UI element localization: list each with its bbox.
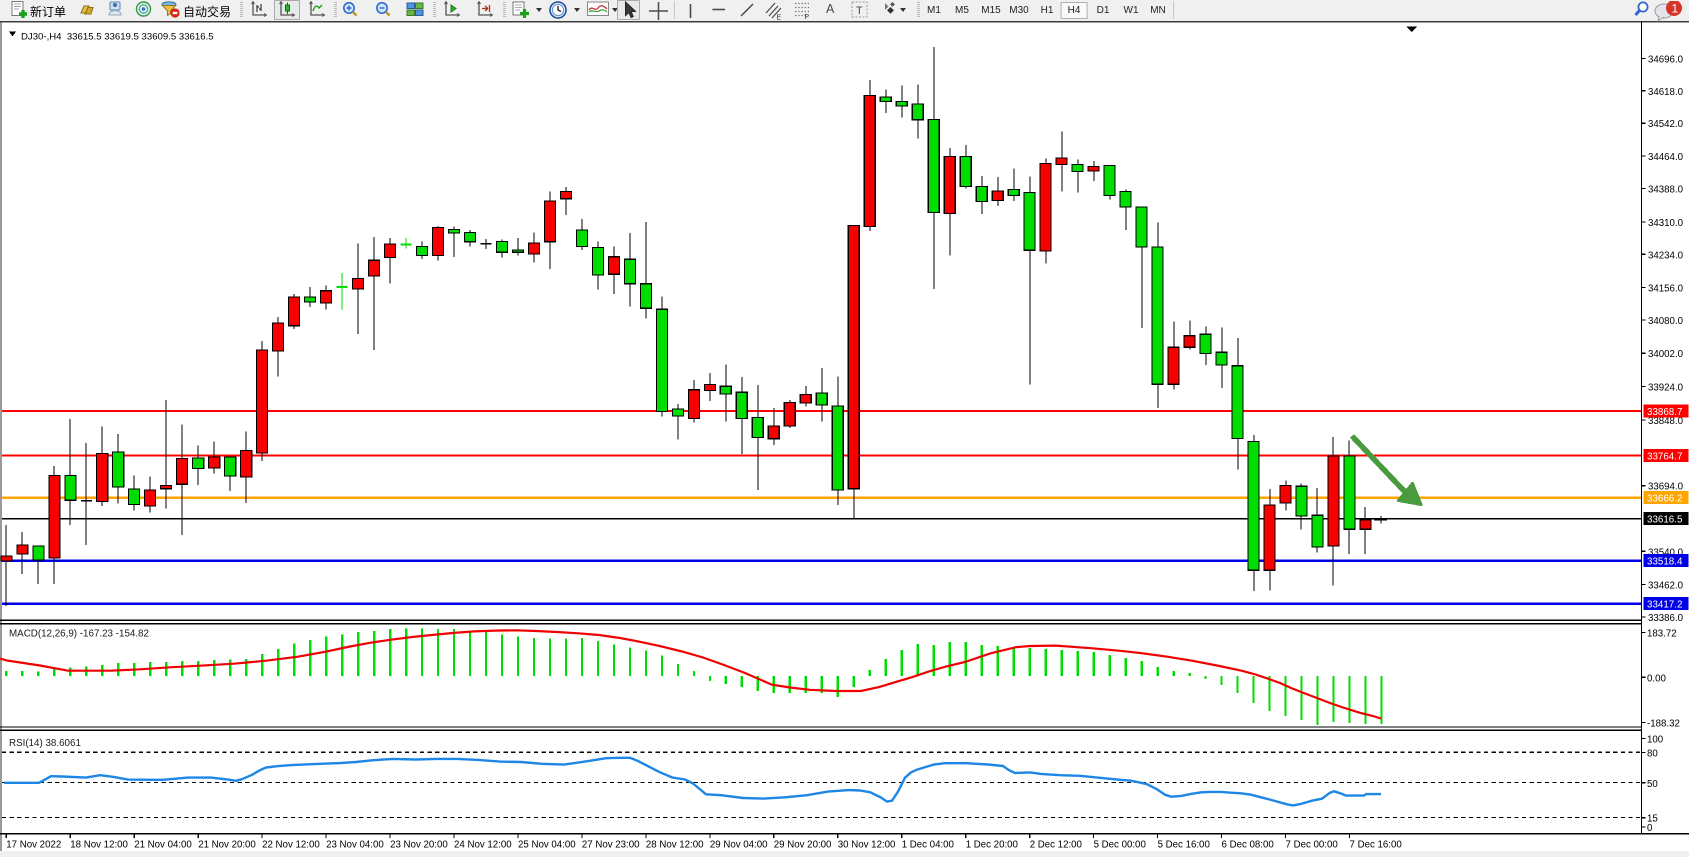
svg-text:29 Nov 20:00: 29 Nov 20:00 [774, 840, 832, 851]
svg-text:7 Dec 00:00: 7 Dec 00:00 [1286, 840, 1339, 851]
svg-text:28 Nov 12:00: 28 Nov 12:00 [646, 840, 704, 851]
svg-text:33462.0: 33462.0 [1648, 581, 1684, 592]
svg-text:33518.4: 33518.4 [1647, 557, 1683, 568]
svg-text:6 Dec 08:00: 6 Dec 08:00 [1222, 840, 1275, 851]
svg-text:RSI(14) 38.6061: RSI(14) 38.6061 [9, 738, 81, 749]
svg-text:25 Nov 04:00: 25 Nov 04:00 [518, 840, 576, 851]
svg-text:15: 15 [1647, 814, 1658, 825]
svg-text:1 Dec 20:00: 1 Dec 20:00 [966, 840, 1019, 851]
svg-text:34310.0: 34310.0 [1648, 218, 1684, 229]
svg-text:7 Dec 16:00: 7 Dec 16:00 [1350, 840, 1403, 851]
svg-text:22 Nov 12:00: 22 Nov 12:00 [262, 840, 320, 851]
svg-text:34002.0: 34002.0 [1648, 349, 1684, 360]
svg-text:33616.5: 33616.5 [1647, 515, 1683, 526]
svg-text:21 Nov 20:00: 21 Nov 20:00 [198, 840, 256, 851]
svg-text:0: 0 [1647, 823, 1653, 834]
svg-text:-188.32: -188.32 [1647, 719, 1680, 730]
svg-text:5 Dec 16:00: 5 Dec 16:00 [1158, 840, 1211, 851]
svg-text:24 Nov 12:00: 24 Nov 12:00 [454, 840, 512, 851]
svg-text:23 Nov 20:00: 23 Nov 20:00 [390, 840, 448, 851]
svg-text:34542.0: 34542.0 [1648, 119, 1684, 130]
svg-text:34618.0: 34618.0 [1648, 87, 1684, 98]
svg-text:183.72: 183.72 [1647, 629, 1677, 640]
svg-text:DJ30-,H4 33615.5 33619.5 3360: DJ30-,H4 33615.5 33619.5 33609.5 33616.5 [21, 32, 214, 43]
svg-text:34234.0: 34234.0 [1648, 250, 1684, 261]
svg-text:50: 50 [1647, 779, 1658, 790]
svg-text:33666.2: 33666.2 [1647, 494, 1682, 505]
svg-text:33924.0: 33924.0 [1648, 382, 1684, 393]
svg-text:1: 1 [1672, 2, 1679, 16]
svg-text:33764.7: 33764.7 [1647, 452, 1682, 463]
svg-text:T: T [856, 5, 863, 17]
svg-text:0.00: 0.00 [1647, 673, 1666, 684]
svg-text:100: 100 [1647, 735, 1664, 746]
svg-text:2 Dec 12:00: 2 Dec 12:00 [1030, 840, 1083, 851]
svg-text:18 Nov 12:00: 18 Nov 12:00 [70, 840, 128, 851]
svg-text:1 Dec 04:00: 1 Dec 04:00 [902, 840, 955, 851]
svg-text:MACD(12,26,9) -167.23 -154.82: MACD(12,26,9) -167.23 -154.82 [9, 629, 149, 640]
svg-text:33417.2: 33417.2 [1647, 600, 1682, 611]
svg-text:30 Nov 12:00: 30 Nov 12:00 [838, 840, 896, 851]
svg-text:33540.0: 33540.0 [1648, 547, 1684, 558]
svg-text:34080.0: 34080.0 [1648, 316, 1684, 327]
svg-text:23 Nov 04:00: 23 Nov 04:00 [326, 840, 384, 851]
svg-text:29 Nov 04:00: 29 Nov 04:00 [710, 840, 768, 851]
svg-text:21 Nov 04:00: 21 Nov 04:00 [134, 840, 192, 851]
svg-text:17 Nov 2022: 17 Nov 2022 [6, 840, 61, 851]
svg-text:34696.0: 34696.0 [1648, 55, 1684, 66]
svg-text:34464.0: 34464.0 [1648, 152, 1684, 163]
svg-text:33386.0: 33386.0 [1648, 613, 1684, 624]
svg-text:27 Nov 23:00: 27 Nov 23:00 [582, 840, 640, 851]
svg-text:34156.0: 34156.0 [1648, 284, 1684, 295]
svg-text:E: E [777, 15, 782, 21]
svg-text:34388.0: 34388.0 [1648, 185, 1684, 196]
svg-text:33848.0: 33848.0 [1648, 416, 1684, 427]
svg-text:33868.7: 33868.7 [1647, 407, 1682, 418]
svg-text:F: F [805, 14, 809, 20]
svg-text:33694.0: 33694.0 [1648, 482, 1684, 493]
svg-text:80: 80 [1647, 749, 1658, 760]
svg-text:5 Dec 00:00: 5 Dec 00:00 [1094, 840, 1147, 851]
